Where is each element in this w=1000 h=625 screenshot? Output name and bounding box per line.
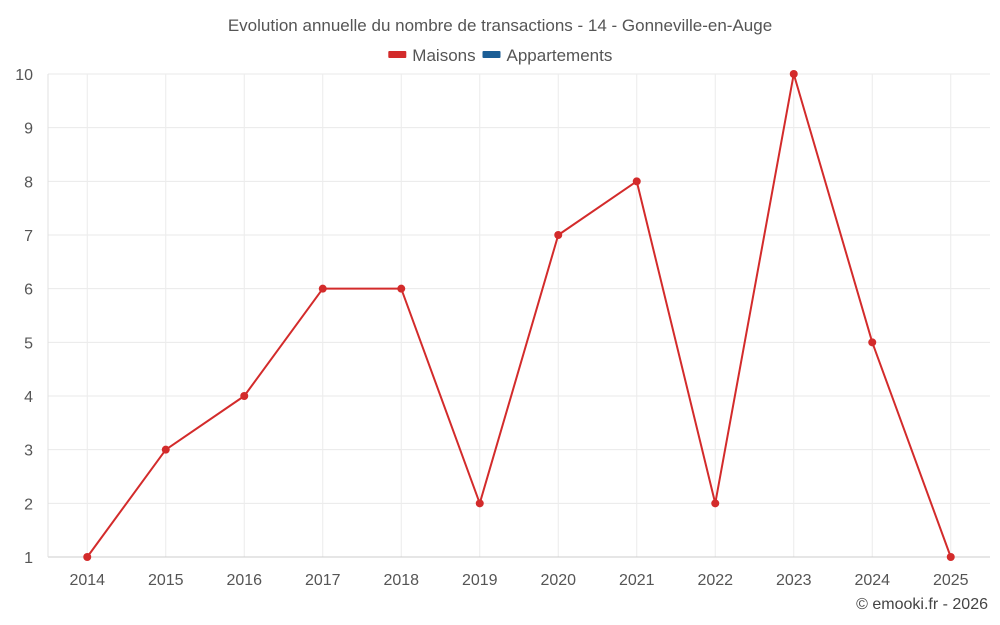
y-tick-label: 7 [24, 228, 33, 245]
data-point[interactable] [475, 499, 484, 508]
data-point[interactable] [632, 177, 641, 186]
data-point[interactable] [240, 392, 249, 400]
legend[interactable]: Maisons Appartements [388, 46, 612, 65]
data-point[interactable] [711, 499, 720, 508]
series-line-maisons [86, 73, 952, 558]
y-tick-label: 10 [15, 67, 33, 84]
data-point[interactable] [868, 338, 877, 347]
x-tick-label: 2024 [854, 572, 890, 589]
y-tick-label: 4 [24, 389, 33, 406]
x-tick-label: 2021 [619, 572, 655, 589]
y-tick-label: 1 [24, 550, 33, 567]
x-tick-label: 2022 [697, 572, 733, 589]
legend-label: Maisons [412, 46, 475, 65]
data-point[interactable] [161, 445, 170, 454]
x-tick-label: 2025 [933, 572, 969, 589]
legend-swatch [482, 51, 501, 58]
legend-item-appartements[interactable]: Appartements [482, 46, 613, 65]
y-tick-label: 6 [24, 282, 33, 299]
data-point[interactable] [83, 553, 92, 561]
data-point[interactable] [946, 553, 955, 561]
y-tick-label: 3 [24, 443, 33, 460]
y-tick-label: 2 [24, 496, 33, 513]
y-tick-label: 5 [24, 335, 33, 352]
legend-item-maisons[interactable]: Maisons [388, 46, 476, 65]
data-point[interactable] [318, 284, 327, 293]
chart-title: Evolution annuelle du nombre de transact… [228, 16, 772, 35]
x-tick-label: 2018 [383, 572, 419, 589]
x-tick-label: 2023 [776, 572, 812, 589]
legend-label: Appartements [507, 46, 613, 65]
data-point[interactable] [789, 70, 798, 78]
x-tick-label: 2019 [462, 572, 498, 589]
legend-swatch [388, 51, 407, 58]
y-tick-label: 9 [24, 121, 33, 138]
grid [48, 73, 990, 558]
data-point[interactable] [397, 284, 406, 293]
series [83, 70, 955, 561]
y-tick-label: 8 [24, 174, 33, 191]
x-tick-label: 2015 [148, 572, 184, 589]
axes: 1 2 3 4 5 6 7 8 9 10 2014 2015 2016 2017 2018 2019 2020 2… [15, 67, 990, 589]
x-tick-label: 2014 [69, 572, 105, 589]
credit-text: © emooki.fr - 2026 [856, 596, 988, 613]
x-tick-label: 2017 [305, 572, 341, 589]
data-point[interactable] [554, 231, 563, 239]
x-tick-label: 2020 [540, 572, 576, 589]
x-tick-label: 2016 [226, 572, 262, 589]
